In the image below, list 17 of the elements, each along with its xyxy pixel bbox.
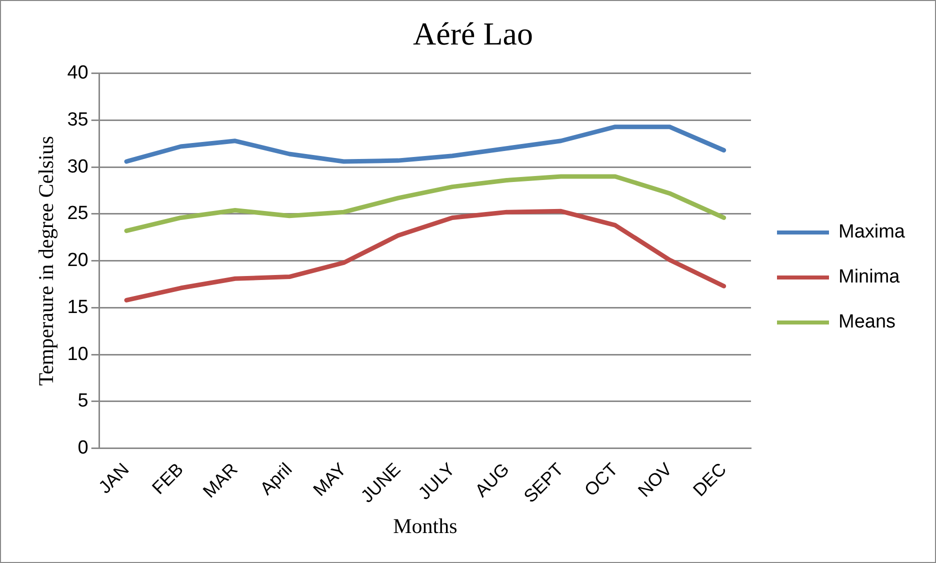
y-tick-label: 20 bbox=[67, 250, 88, 272]
y-tick-label: 15 bbox=[67, 296, 88, 318]
legend-label: Means bbox=[838, 312, 896, 333]
x-tick-label: JAN bbox=[94, 459, 133, 498]
y-tick-label: 25 bbox=[67, 203, 88, 224]
y-tick-label: 30 bbox=[67, 156, 88, 178]
y-tick-label: 40 bbox=[67, 62, 88, 84]
y-tick-label: 0 bbox=[78, 438, 88, 459]
legend-label: Minima bbox=[838, 266, 900, 288]
y-tick-label: 10 bbox=[67, 344, 88, 365]
x-axis-title: Months bbox=[393, 514, 458, 538]
y-tick-label: 5 bbox=[78, 390, 88, 412]
chart-title: Aéré Lao bbox=[413, 16, 533, 52]
legend-label: Maxima bbox=[838, 222, 906, 243]
y-tick-label: 35 bbox=[67, 109, 88, 130]
x-tick-label: FEB bbox=[148, 459, 188, 498]
y-axis-title: Temperaure in degree Celsius bbox=[34, 136, 58, 386]
